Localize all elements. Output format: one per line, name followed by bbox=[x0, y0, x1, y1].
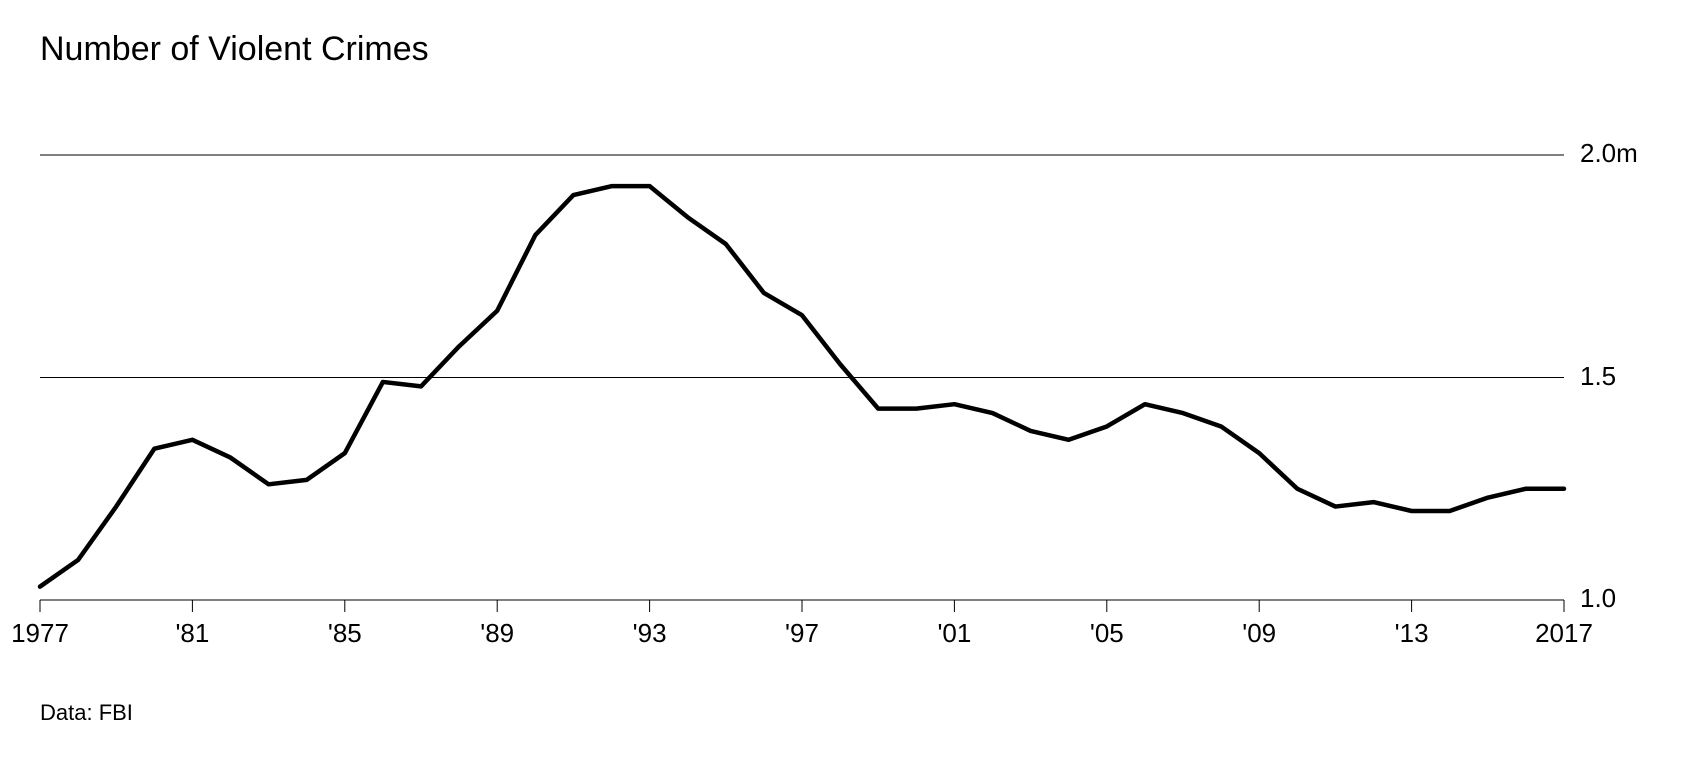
x-tick-label: 1977 bbox=[11, 618, 69, 649]
x-tick-label: '01 bbox=[937, 618, 971, 649]
x-tick-label: 2017 bbox=[1535, 618, 1593, 649]
chart-container: Number of Violent Crimes Data: FBI 1.01.… bbox=[0, 0, 1696, 770]
y-tick-label: 1.0 bbox=[1580, 583, 1616, 614]
chart-plot-svg bbox=[0, 0, 1696, 770]
x-tick-label: '05 bbox=[1090, 618, 1124, 649]
x-tick-label: '85 bbox=[328, 618, 362, 649]
x-tick-label: '93 bbox=[633, 618, 667, 649]
data-source: Data: FBI bbox=[40, 700, 133, 726]
y-tick-label: 2.0m bbox=[1580, 138, 1638, 169]
x-tick-label: '97 bbox=[785, 618, 819, 649]
x-tick-label: '89 bbox=[480, 618, 514, 649]
x-tick-label: '81 bbox=[175, 618, 209, 649]
y-tick-label: 1.5 bbox=[1580, 361, 1616, 392]
x-tick-label: '13 bbox=[1395, 618, 1429, 649]
data-line bbox=[40, 186, 1564, 587]
x-tick-label: '09 bbox=[1242, 618, 1276, 649]
